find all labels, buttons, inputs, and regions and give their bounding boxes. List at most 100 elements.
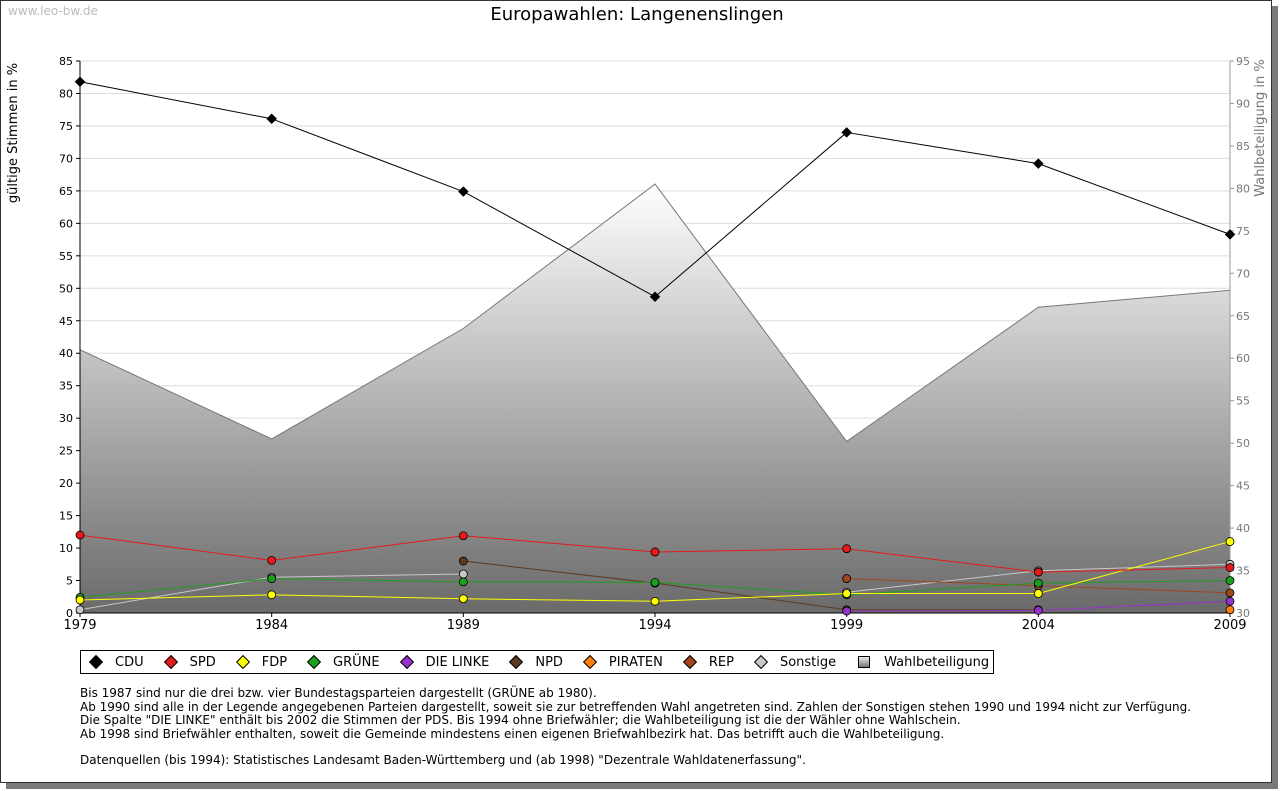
data-point (458, 577, 468, 587)
source-note: Datenquellen (bis 1994): Statistisches L… (80, 753, 806, 767)
data-point (1224, 229, 1236, 240)
series-line (271, 118, 464, 192)
data-point (1225, 588, 1235, 598)
y-tick-label-left: 85 (59, 55, 73, 68)
x-tick-label: 1994 (638, 618, 671, 633)
series-line (79, 578, 272, 598)
y-tick-label-right: 70 (1236, 267, 1250, 280)
data-point (1033, 567, 1043, 577)
data-point (649, 291, 661, 303)
data-point (842, 544, 852, 554)
y-tick-label-left: 5 (66, 575, 73, 588)
chart-title: Europawahlen: Langenenslingen (490, 4, 783, 25)
legend-item: CDU (87, 655, 144, 670)
series-piraten (1225, 605, 1235, 615)
axes: 0 5 10 15 20 25 30 35 40 45 50 55 60 65 70 75 80 85 30 35 40… (59, 55, 1250, 633)
series-line (846, 570, 1039, 593)
series-line (654, 548, 847, 553)
y-tick-label-right: 95 (1236, 55, 1250, 68)
series-line (463, 191, 656, 298)
series-line (1038, 600, 1231, 611)
data-point (1225, 563, 1235, 572)
legend-marker (509, 654, 524, 670)
legend-item: PIRATEN (581, 655, 663, 670)
y-tick-label-left: 0 (66, 607, 73, 620)
series-grüne (75, 574, 1235, 602)
legend-marker (858, 656, 871, 668)
data-point (1225, 596, 1235, 606)
y-tick-label-left: 35 (59, 380, 73, 393)
data-point (267, 590, 277, 600)
series-line (846, 548, 1039, 573)
series-line (463, 560, 656, 584)
legend-marker (582, 654, 597, 670)
legend-label: SPD (189, 654, 216, 670)
legend-marker (163, 654, 178, 670)
notes: Bis 1987 sind nur die drei bzw. vier Bun… (80, 686, 1191, 768)
series-line (1038, 163, 1231, 235)
legend-label: Sonstige (779, 654, 837, 670)
y-tick-label-right: 45 (1236, 480, 1250, 493)
data-point (267, 555, 277, 565)
data-point (458, 594, 468, 604)
data-point (267, 574, 277, 583)
legend-label: FDP (261, 654, 288, 670)
data-point (1033, 606, 1043, 615)
y-tick-label-left: 50 (59, 282, 73, 295)
series-line (271, 535, 464, 561)
legend-item: Sonstige (752, 655, 836, 670)
series-rep (842, 574, 1235, 598)
y-tick-label-left: 15 (59, 510, 73, 523)
data-point (75, 530, 85, 540)
series-line (271, 594, 464, 600)
data-point (75, 605, 85, 615)
x-tick-label: 1979 (63, 618, 96, 633)
legend-marker (88, 654, 104, 670)
series-line (463, 535, 656, 553)
x-tick-label: 1984 (255, 618, 288, 633)
series-line (79, 81, 272, 120)
x-tick-label: 1999 (830, 618, 863, 633)
series-line (1038, 580, 1231, 584)
series-line (846, 578, 1039, 587)
data-point (458, 556, 468, 566)
data-point (650, 596, 660, 606)
y-axis-right-label: Wahlbeteiligung in % (1253, 59, 1268, 196)
y-tick-label-right: 35 (1236, 565, 1250, 578)
legend-marker (753, 654, 769, 670)
y-tick-label-right: 40 (1236, 522, 1250, 535)
series-line (654, 582, 847, 611)
legend-label: Wahlbeteiligung (884, 654, 990, 670)
legend: CDU SPD FDP GRÜNE DIE LINKE NPD PIRATEN REP Sons… (80, 650, 995, 674)
y-tick-label-right: 55 (1236, 395, 1250, 408)
series-line (271, 578, 464, 583)
legend-label: GRÜNE (333, 654, 380, 670)
series-fdp (75, 537, 1235, 606)
data-point (842, 574, 852, 583)
y-tick-label-left: 25 (59, 445, 73, 458)
y-tick-label-left: 10 (59, 542, 73, 555)
y-tick-label-left: 40 (59, 347, 73, 360)
series-line (463, 581, 656, 583)
x-tick-label: 1989 (447, 618, 480, 633)
data-point (1032, 158, 1044, 169)
y-tick-label-left: 30 (59, 412, 73, 425)
series-line (79, 576, 272, 611)
legend-item: FDP (234, 655, 287, 670)
legend-item: NPD (507, 655, 563, 670)
y-tick-label-left: 75 (59, 120, 73, 133)
series-line (79, 594, 272, 601)
y-tick-label-left: 70 (59, 152, 73, 165)
data-point (1225, 537, 1235, 546)
data-point (74, 76, 86, 88)
series-line (79, 534, 272, 561)
series-cdu (74, 76, 1236, 303)
data-point (458, 569, 468, 579)
y-tick-label-left: 65 (59, 185, 73, 198)
series-line (654, 581, 847, 596)
y-tick-label-right: 80 (1236, 182, 1250, 195)
x-tick-label: 2004 (1022, 618, 1055, 633)
legend-marker (235, 654, 250, 670)
legend-label: DIE LINKE (425, 654, 490, 670)
data-point (1225, 576, 1235, 585)
